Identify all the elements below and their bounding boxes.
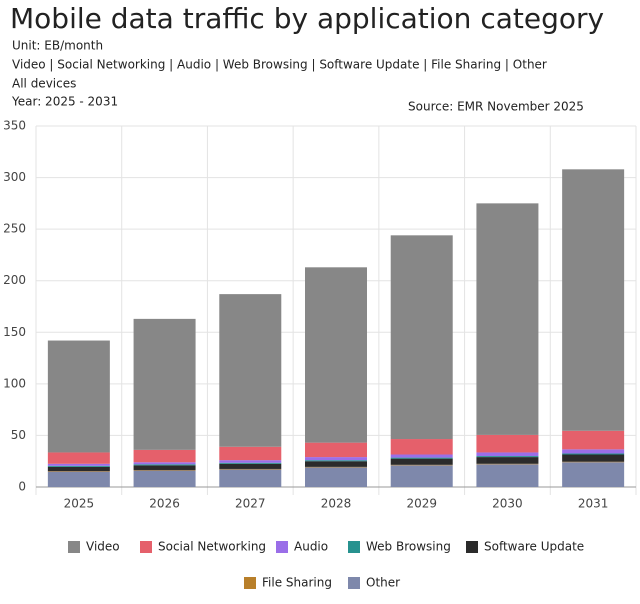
legend-swatch [466,541,478,553]
bar-segment [305,457,367,461]
bar-segment [390,464,453,466]
bar-segment [219,446,282,461]
bar-segment [305,461,367,467]
subtitle: All devices [12,77,76,91]
bar-segment [219,468,282,470]
legend-swatch [276,541,288,553]
x-tick-label: 2031 [578,497,609,511]
bar-segment [47,471,110,487]
y-tick-label: 0 [18,480,26,494]
legend-label: Web Browsing [366,540,451,554]
bar-segment [390,457,453,459]
bar-segment [390,465,453,487]
bar-segment [47,452,110,464]
bar-segment [133,465,196,470]
legend-swatch [348,541,360,553]
bar-segment [219,462,282,464]
bar-segment [47,463,110,466]
y-tick-label: 250 [3,222,26,236]
x-tick-label: 2029 [406,497,437,511]
legend-swatch [348,577,360,589]
bar-segment [476,434,539,453]
chart-title: Mobile data traffic by application categ… [10,2,604,35]
bar-segment [305,466,367,468]
legend-label: File Sharing [262,576,332,590]
y-tick-label: 100 [3,376,26,390]
bar-segment [476,463,539,465]
y-tick-label: 50 [11,428,26,442]
legend-swatch [68,541,80,553]
bar-segment [562,453,625,455]
subtitle: Year: 2025 - 2031 [11,95,118,109]
x-tick-label: 2025 [64,497,95,511]
bar-segment [562,461,625,463]
bar-segment [133,469,196,471]
bar-segment [476,457,539,464]
bar-segment [562,462,625,487]
bar-segment [562,430,625,450]
bar-segment [390,439,453,455]
legend-label: Software Update [484,540,584,554]
legend-label: Social Networking [158,540,266,554]
bar-segment [476,464,539,487]
bar-segment [305,467,367,487]
bar-segment [133,462,196,465]
bar-segment [390,235,453,440]
legend-label: Other [366,576,400,590]
x-tick-label: 2026 [149,497,180,511]
bar-segment [219,463,282,469]
y-tick-label: 300 [3,170,26,184]
y-tick-label: 200 [3,273,26,287]
source: Source: EMR November 2025 [408,100,584,114]
x-tick-label: 2030 [492,497,523,511]
bar-segment [305,267,367,443]
bar-segment [305,460,367,462]
bar-segment [133,449,196,463]
bar-segment [476,452,539,457]
bar-segment [562,454,625,462]
subtitle: Video | Social Networking | Audio | Web … [12,58,547,72]
bar-segment [219,469,282,487]
bar-segment [562,449,625,454]
x-tick-label: 2028 [321,497,352,511]
x-tick-label: 2027 [235,497,266,511]
bar-segment [390,454,453,458]
bar-segment [133,470,196,487]
bar-segment [390,458,453,465]
bar-segment [133,464,196,466]
bar-segment [47,471,110,472]
bar-segment [133,318,196,450]
bar-segment [47,466,110,472]
legend-swatch [140,541,152,553]
y-tick-label: 150 [3,325,26,339]
bar-segment [305,442,367,458]
bar-segment [562,169,625,431]
bar-segment [476,203,539,435]
subtitle: Unit: EB/month [12,39,103,53]
legend-swatch [244,577,256,589]
legend-label: Audio [294,540,328,554]
bar-segment [47,465,110,467]
bar-segment [219,294,282,447]
bar-segment [219,460,282,463]
bar-segment [476,456,539,458]
y-tick-label: 350 [3,119,26,133]
legend-label: Video [86,540,120,554]
bar-segment [47,340,110,453]
